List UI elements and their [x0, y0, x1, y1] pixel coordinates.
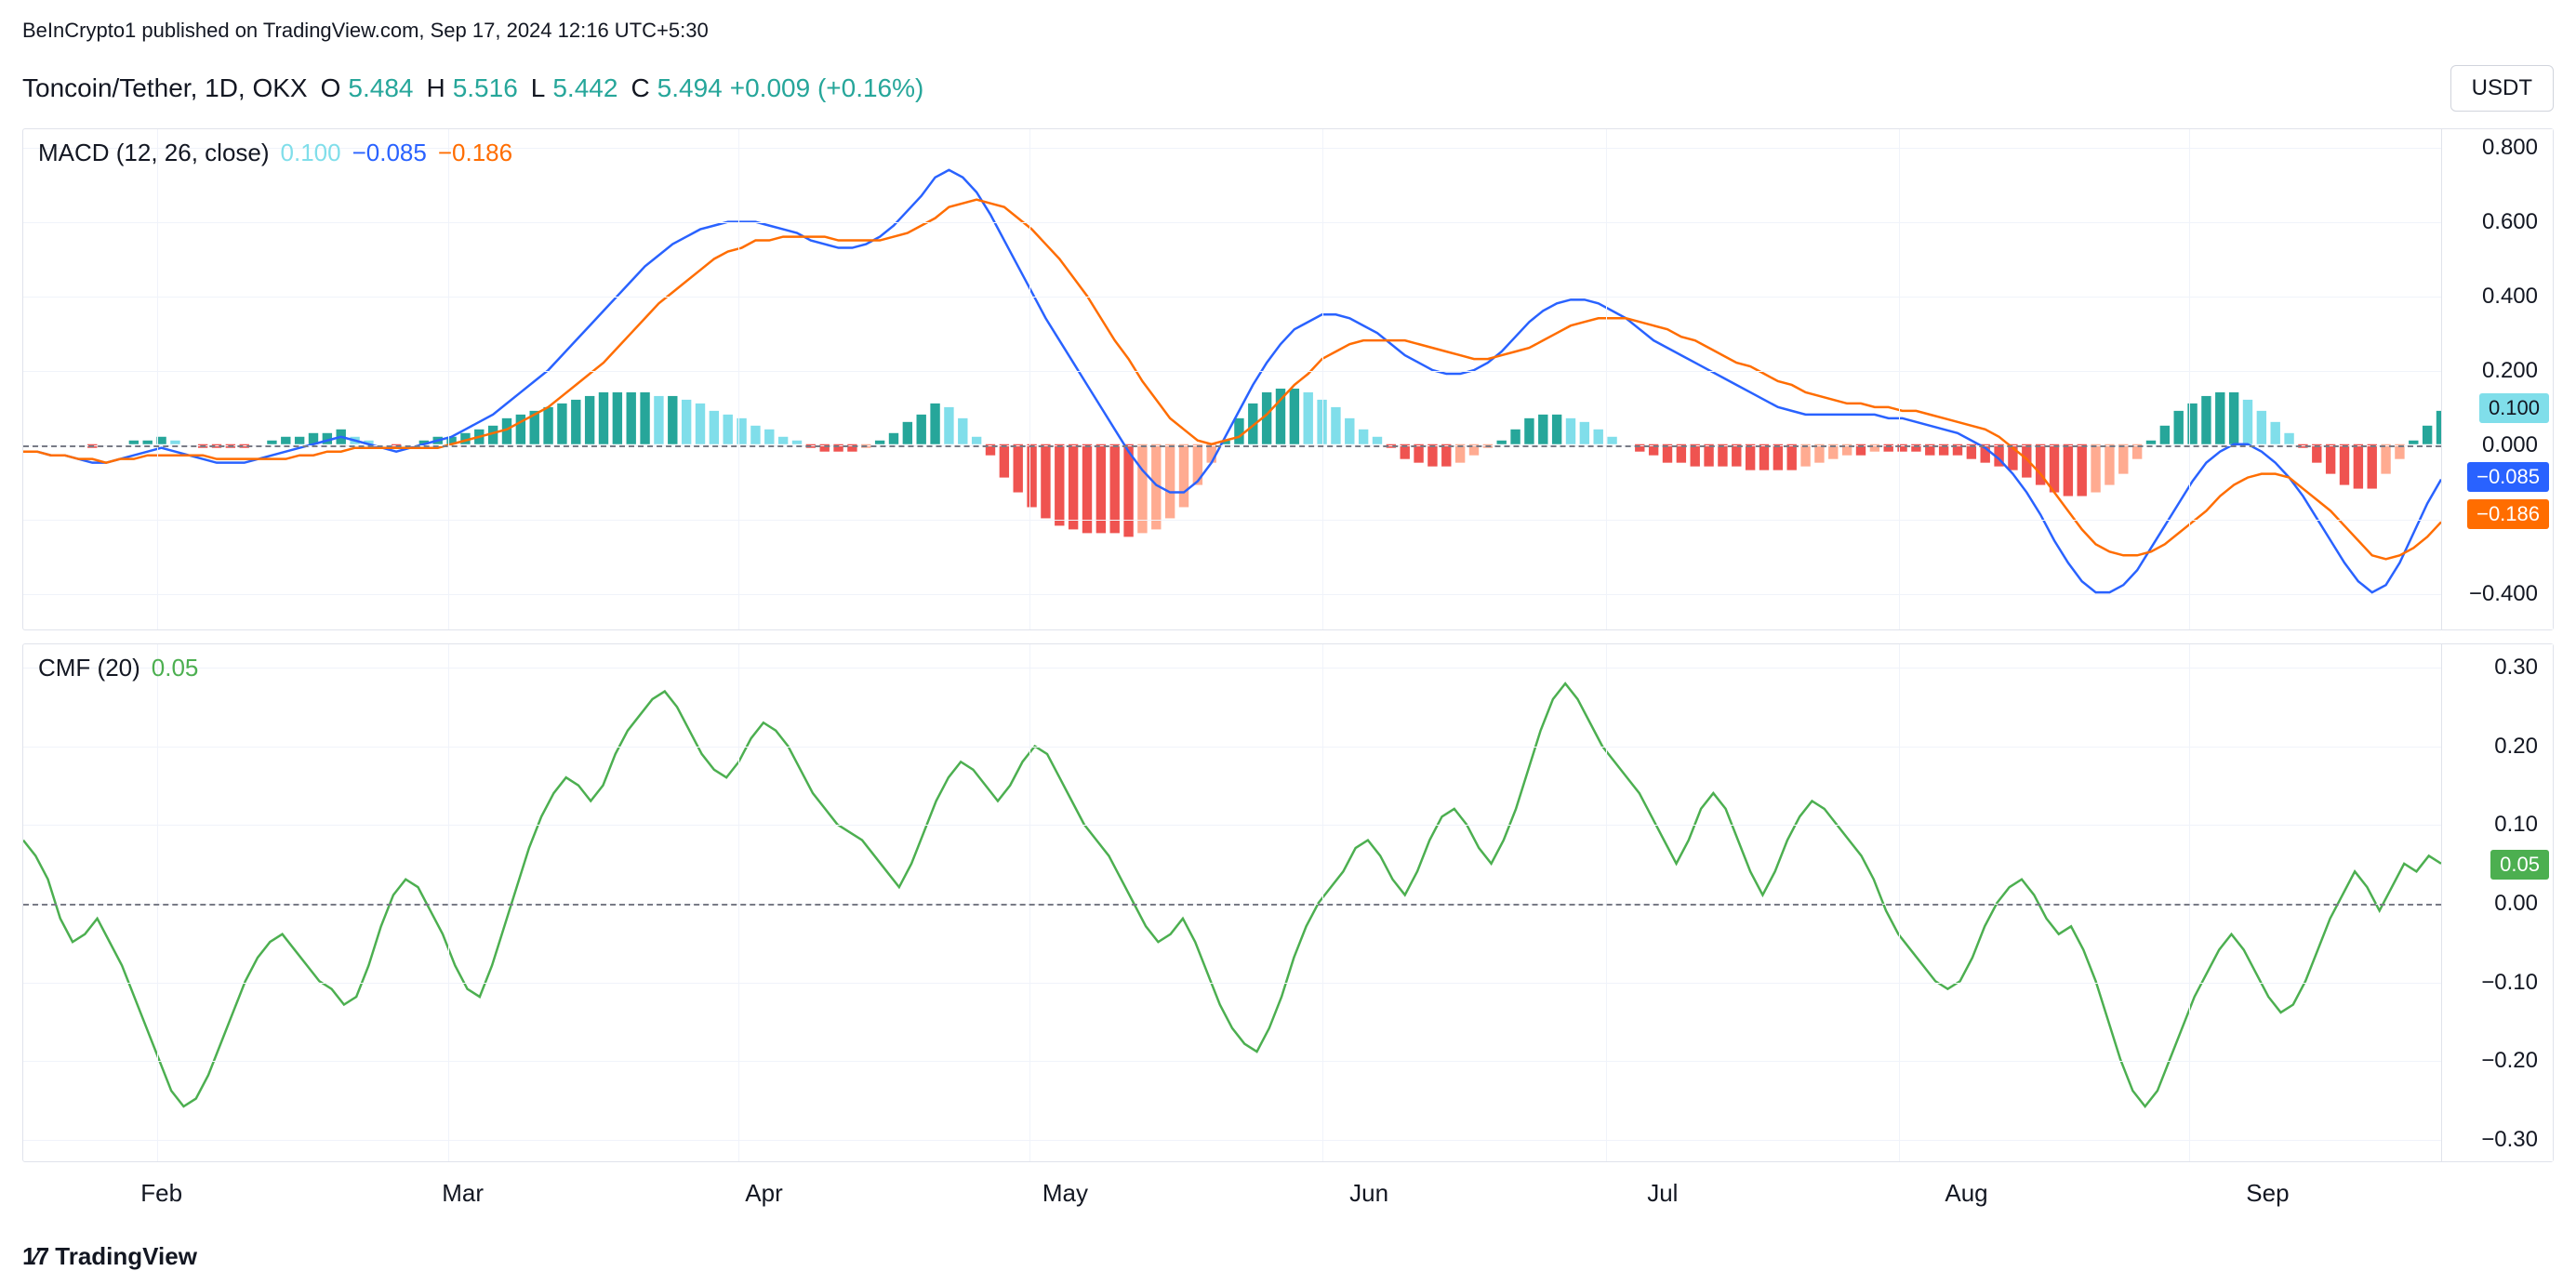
- y-tick: 0.600: [2482, 209, 2538, 235]
- y-tick: 0.10: [2494, 812, 2538, 838]
- price-badge: 0.05: [2490, 850, 2549, 880]
- macd-signal-val: −0.186: [438, 139, 512, 167]
- macd-plot: [23, 129, 2441, 629]
- c-value: 5.494: [657, 73, 723, 103]
- x-tick: Jun: [1349, 1179, 1388, 1208]
- tradingview-text: TradingView: [55, 1242, 197, 1271]
- symbol-name: Toncoin/Tether, 1D, OKX: [22, 73, 308, 103]
- o-label: O: [321, 73, 341, 103]
- y-tick: 0.30: [2494, 655, 2538, 681]
- h-value: 5.516: [453, 73, 518, 103]
- macd-header: MACD (12, 26, close) 0.100 −0.085 −0.186: [38, 139, 512, 167]
- chart-header: Toncoin/Tether, 1D, OKX O5.484 H5.516 L5…: [22, 65, 2554, 112]
- symbol-info: Toncoin/Tether, 1D, OKX O5.484 H5.516 L5…: [22, 73, 923, 103]
- x-tick: May: [1042, 1179, 1088, 1208]
- tradingview-logo-icon: 1⁄7: [22, 1242, 47, 1271]
- cmf-plot: [23, 644, 2441, 1161]
- cmf-y-axis: 0.30 0.20 0.10 0.00 −0.10 −0.20 −0.30 0.05: [2441, 644, 2553, 1161]
- y-tick: −0.400: [2469, 581, 2538, 607]
- y-tick: −0.20: [2481, 1048, 2538, 1074]
- l-value: 5.442: [552, 73, 617, 103]
- x-axis: Feb Mar Apr May Jun Jul Aug Sep: [22, 1179, 2554, 1225]
- macd-hist-val: 0.100: [281, 139, 341, 167]
- x-tick: Mar: [442, 1179, 484, 1208]
- y-tick: 0.400: [2482, 284, 2538, 310]
- price-badge: 0.100: [2479, 393, 2549, 423]
- h-label: H: [426, 73, 445, 103]
- cmf-header: CMF (20) 0.05: [38, 654, 198, 682]
- cmf-panel[interactable]: CMF (20) 0.05 0.30 0.20 0.10 0.00 −0.10 −0.20…: [22, 643, 2554, 1162]
- price-badge: −0.085: [2467, 462, 2549, 492]
- cmf-title: CMF (20): [38, 654, 140, 682]
- currency-badge[interactable]: USDT: [2450, 65, 2554, 112]
- y-tick: 0.00: [2494, 891, 2538, 917]
- publish-info: BeInCrypto1 published on TradingView.com…: [22, 19, 2554, 43]
- x-tick: Sep: [2246, 1179, 2289, 1208]
- o-value: 5.484: [348, 73, 413, 103]
- y-tick: 0.000: [2482, 432, 2538, 458]
- chart-area: MACD (12, 26, close) 0.100 −0.085 −0.186…: [22, 128, 2554, 1271]
- cmf-val: 0.05: [152, 654, 199, 682]
- y-tick: −0.10: [2481, 970, 2538, 996]
- x-tick: Feb: [140, 1179, 182, 1208]
- footer: 1⁄7 TradingView: [22, 1242, 2554, 1271]
- y-tick: 0.200: [2482, 358, 2538, 384]
- x-tick: Aug: [1945, 1179, 1987, 1208]
- y-tick: 0.800: [2482, 135, 2538, 161]
- l-label: L: [531, 73, 546, 103]
- macd-line-val: −0.085: [352, 139, 427, 167]
- macd-panel[interactable]: MACD (12, 26, close) 0.100 −0.085 −0.186…: [22, 128, 2554, 630]
- y-tick: −0.30: [2481, 1127, 2538, 1153]
- x-tick: Jul: [1647, 1179, 1678, 1208]
- c-label: C: [631, 73, 649, 103]
- macd-y-axis: 0.8000.6000.4000.2000.000−0.200−0.4000.1…: [2441, 129, 2553, 629]
- price-badge: −0.186: [2467, 499, 2549, 529]
- change-value: +0.009 (+0.16%): [730, 73, 924, 103]
- macd-title: MACD (12, 26, close): [38, 139, 270, 167]
- x-tick: Apr: [745, 1179, 782, 1208]
- y-tick: 0.20: [2494, 734, 2538, 760]
